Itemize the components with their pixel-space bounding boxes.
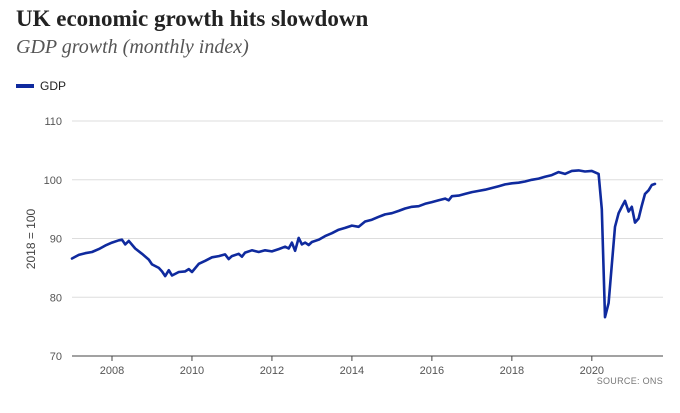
y-tick-label-110: 110 [44, 116, 62, 128]
series-line-gdp [70, 169, 657, 319]
x-tick-label-2008: 2008 [100, 365, 124, 377]
legend-label-gdp: GDP [40, 79, 67, 93]
source-label: SOURCE: ONS [597, 376, 663, 386]
y-axis-label: 2018 = 100 [24, 208, 38, 269]
y-tick-label-90: 90 [50, 234, 62, 246]
grid-lines [72, 120, 663, 298]
y-tick-label-100: 100 [44, 175, 62, 187]
y-tick-label-70: 70 [50, 351, 62, 363]
x-tick-label-2020: 2020 [580, 365, 604, 377]
x-tick-label-2010: 2010 [180, 365, 204, 377]
y-tick-label-80: 80 [50, 292, 62, 304]
axes: 70 80 90 100 110 2008 2010 2012 2014 2016 2018 2020 [44, 116, 663, 377]
x-tick-label-2018: 2018 [500, 365, 524, 377]
legend-swatch-gdp [16, 84, 34, 88]
series-layer [70, 169, 657, 319]
legend: GDP [16, 79, 66, 93]
x-tick-label-2014: 2014 [340, 365, 364, 377]
chart-title: UK economic growth hits slowdown [16, 6, 369, 31]
x-tick-label-2016: 2016 [420, 365, 444, 377]
x-tick-label-2012: 2012 [260, 365, 284, 377]
chart-subtitle: GDP growth (monthly index) [16, 36, 249, 58]
